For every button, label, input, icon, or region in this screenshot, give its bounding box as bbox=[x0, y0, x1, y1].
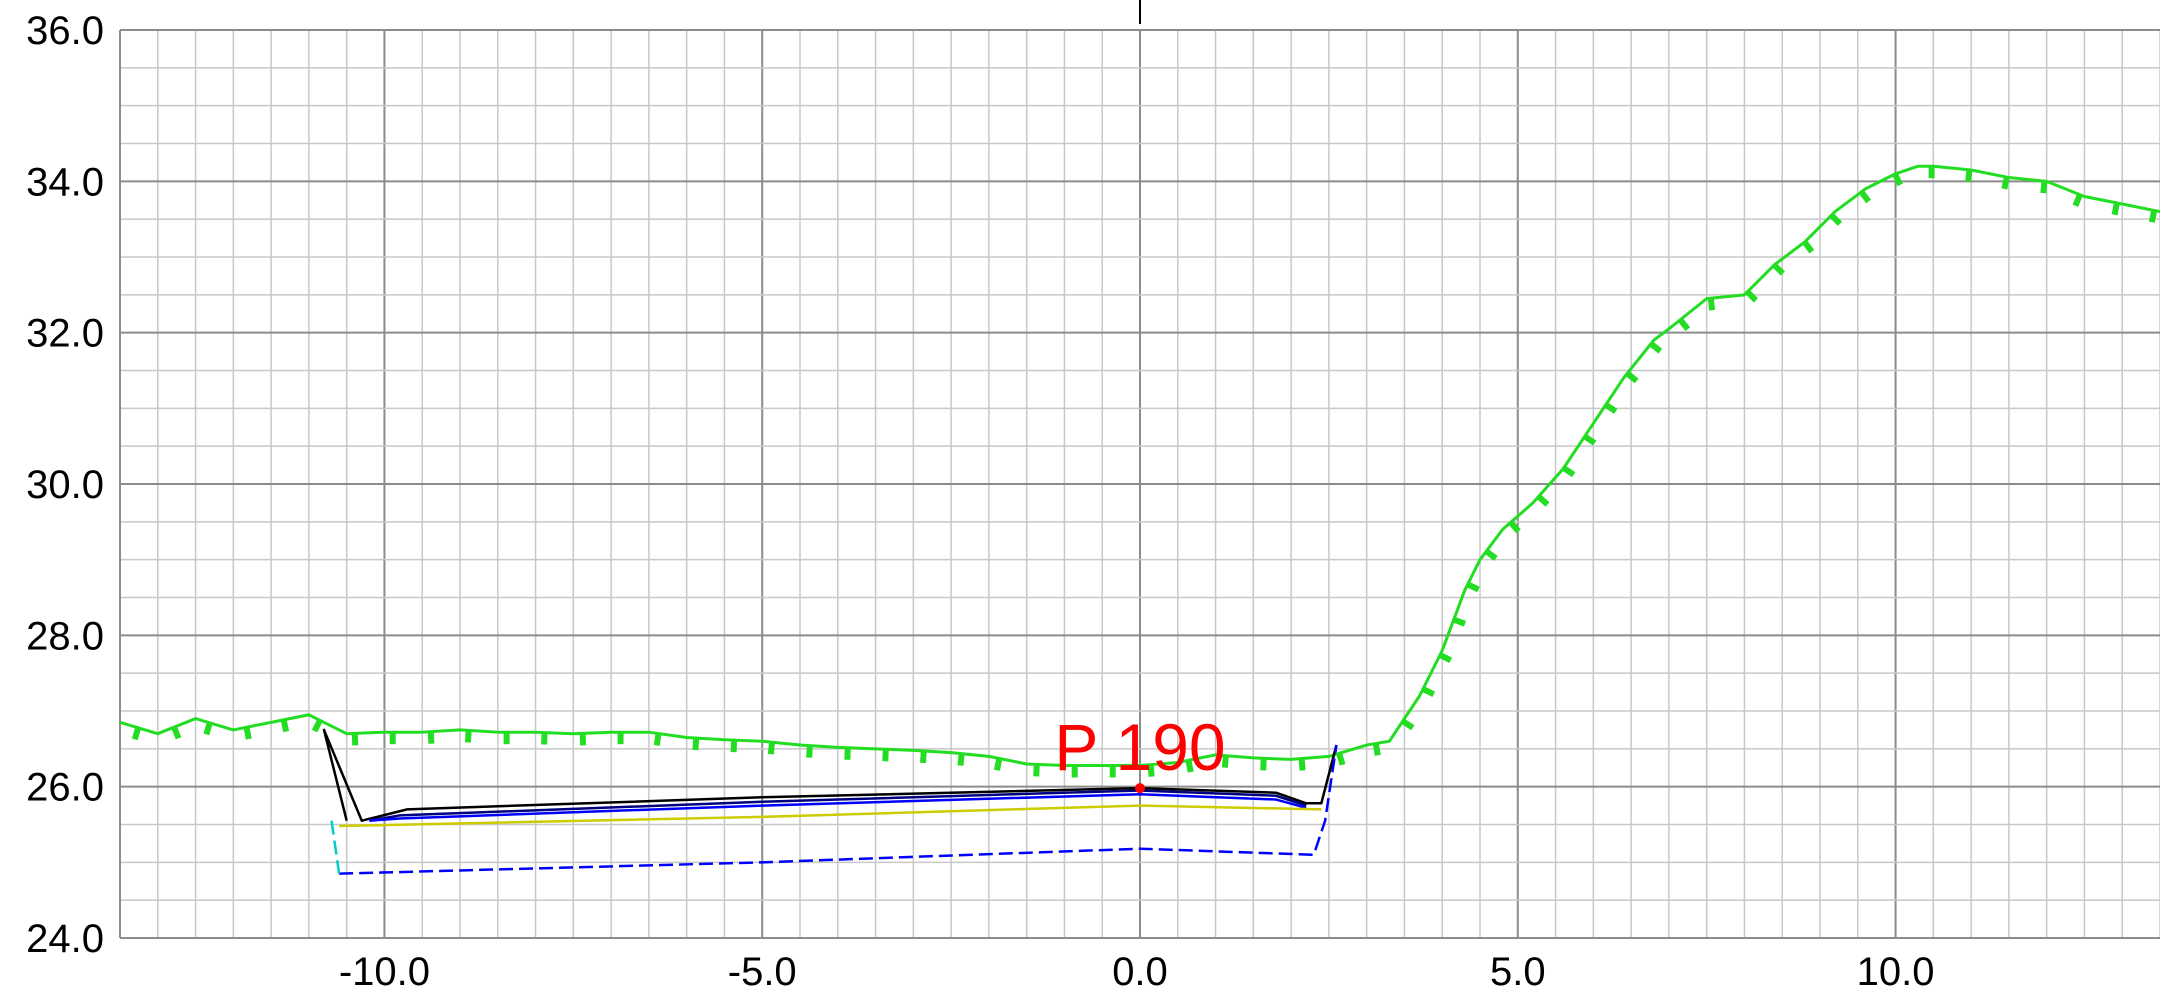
y-tick-label: 28.0 bbox=[26, 614, 104, 658]
terrain-hatch-mark bbox=[1829, 213, 1843, 226]
terrain-hatch-mark bbox=[1336, 752, 1346, 766]
terrain-hatch-mark bbox=[427, 731, 435, 744]
x-tick-label: -10.0 bbox=[339, 950, 430, 992]
series-line-left-wall bbox=[330, 820, 341, 874]
terrain-hatch-mark bbox=[464, 730, 472, 743]
series-line-yellow bbox=[339, 804, 1322, 828]
terrain-hatch-mark bbox=[1372, 743, 1381, 756]
terrain-hatch-mark bbox=[1484, 548, 1498, 561]
terrain-hatch-mark bbox=[1536, 494, 1550, 507]
terrain-hatch-mark bbox=[806, 745, 813, 758]
series-line-navy bbox=[369, 789, 1307, 822]
y-tick-label: 24.0 bbox=[26, 917, 104, 961]
terrain-hatch-mark bbox=[1561, 465, 1576, 478]
series-line-terrain bbox=[119, 164, 2160, 767]
terrain-hatch-mark bbox=[1221, 755, 1229, 768]
terrain-hatch-mark bbox=[1185, 759, 1194, 773]
series-line-blue bbox=[369, 792, 1307, 822]
terrain-hatch-mark bbox=[1802, 240, 1815, 254]
x-tick-label: -5.0 bbox=[728, 950, 797, 992]
series-line-outline bbox=[322, 728, 1338, 822]
terrain-hatch-mark bbox=[993, 757, 1003, 771]
terrain-hatch-mark bbox=[203, 721, 213, 736]
terrain-hatch-mark bbox=[243, 726, 252, 740]
terrain-hatch-mark bbox=[1421, 686, 1436, 698]
terrain-hatch-mark bbox=[131, 726, 142, 741]
y-tick-label: 32.0 bbox=[26, 312, 104, 356]
terrain-hatch-mark bbox=[1604, 402, 1618, 414]
terrain-hatch-mark bbox=[1649, 341, 1663, 354]
y-tick-label: 30.0 bbox=[26, 463, 104, 507]
y-tick-label: 34.0 bbox=[26, 160, 104, 204]
terrain-hatch-mark bbox=[653, 733, 662, 746]
terrain-hatch-mark bbox=[1452, 616, 1467, 627]
terrain-hatch-mark bbox=[957, 753, 965, 766]
x-tick-labels: -10.0 -5.0 0.0 5.0 10.0 bbox=[339, 950, 1935, 992]
terrain-hatch-mark bbox=[1859, 190, 1871, 204]
terrain-hatch-mark bbox=[280, 719, 290, 733]
terrain-hatch-mark bbox=[1892, 172, 1903, 187]
series-layer bbox=[119, 164, 2160, 875]
terrain-hatch-mark bbox=[1707, 297, 1716, 311]
x-tick-label: 5.0 bbox=[1490, 950, 1546, 992]
terrain-hatch-mark bbox=[1772, 262, 1785, 276]
terrain-hatch-mark bbox=[1745, 289, 1759, 303]
terrain-hatch-mark bbox=[2001, 176, 2010, 190]
terrain-hatch-mark bbox=[2072, 193, 2083, 207]
station-label: P 190 bbox=[1054, 710, 1225, 784]
grid bbox=[119, 0, 2160, 939]
terrain-hatch-mark bbox=[920, 750, 927, 764]
x-tick-label: 10.0 bbox=[1857, 950, 1935, 992]
terrain-hatch-mark bbox=[1965, 169, 1973, 183]
terrain-hatch-mark bbox=[1147, 764, 1155, 777]
station-point-marker bbox=[1135, 783, 1145, 794]
annotation-layer: P 190 bbox=[1054, 710, 1226, 794]
terrain-hatch-mark bbox=[767, 741, 776, 755]
y-tick-label: 36.0 bbox=[26, 9, 104, 53]
terrain-hatch-mark bbox=[692, 737, 700, 751]
terrain-hatch-mark bbox=[1508, 520, 1521, 534]
terrain-hatch-mark bbox=[1583, 433, 1597, 446]
x-tick-label: 0.0 bbox=[1112, 950, 1168, 992]
y-tick-labels: 24.0 26.0 28.0 30.0 32.0 34.0 36.0 bbox=[26, 9, 104, 961]
terrain-hatch-mark bbox=[1677, 317, 1691, 332]
terrain-hatch-mark bbox=[1401, 718, 1415, 731]
terrain-hatch-mark bbox=[1466, 581, 1480, 593]
terrain-hatch-mark bbox=[2040, 180, 2048, 194]
terrain-hatch-mark bbox=[2111, 202, 2120, 216]
series-line-base bbox=[339, 744, 1338, 875]
terrain-hatch-mark bbox=[1298, 758, 1306, 771]
terrain-hatch-mark bbox=[311, 718, 323, 733]
terrain-hatch-mark bbox=[2148, 209, 2158, 223]
terrain-hatch-mark bbox=[171, 726, 182, 740]
terrain-hatch-mark bbox=[1625, 371, 1639, 384]
y-tick-label: 26.0 bbox=[26, 766, 104, 810]
terrain-hatch-mark bbox=[1438, 652, 1453, 664]
